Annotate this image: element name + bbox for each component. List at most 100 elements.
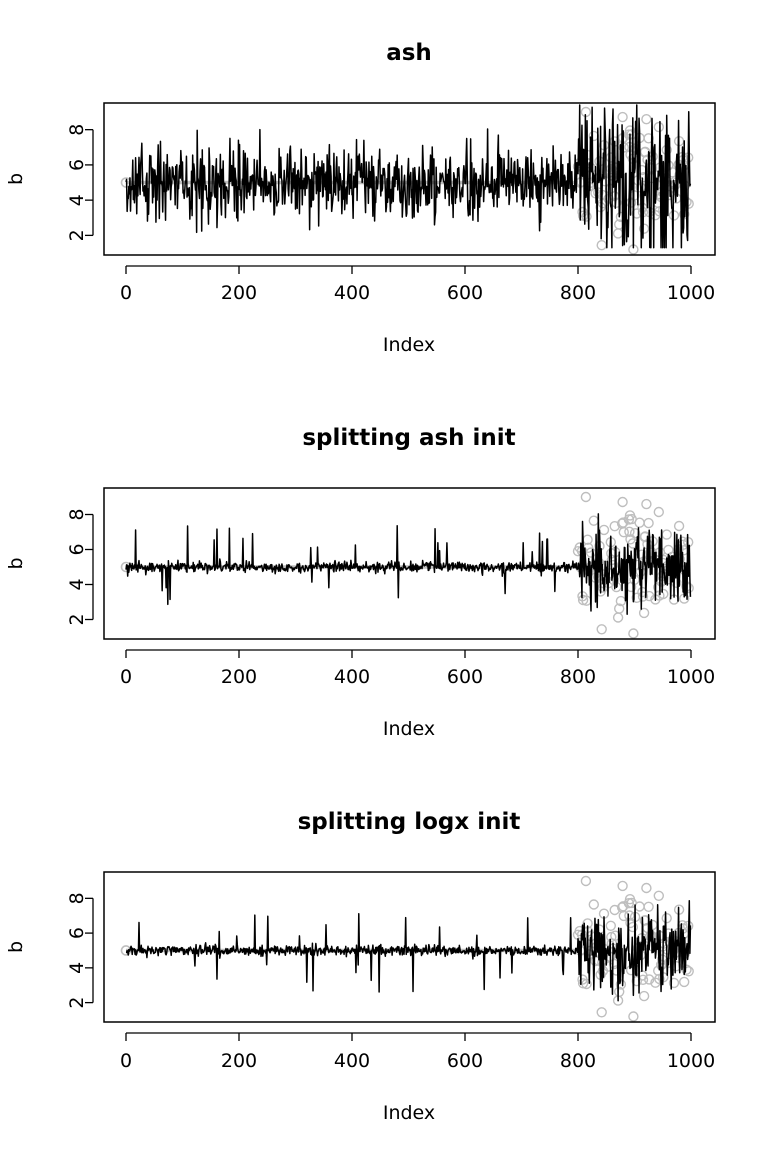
data-point [612,228,624,239]
x-tick-label: 400 [334,666,370,688]
x-axis-label: Index [383,334,435,356]
data-point [634,901,645,912]
plot-frame [103,487,716,640]
x-tick-label: 1000 [667,666,715,688]
data-point [641,882,652,894]
plot-area [120,491,694,639]
data-point [596,624,607,635]
y-axis-label: b [5,557,27,569]
data-point [644,590,655,602]
x-tick-label: 200 [221,282,257,304]
x-tick-label: 1000 [667,1050,715,1072]
data-point [631,975,642,987]
data-point [609,521,620,532]
y-tick-label: 4 [66,578,88,590]
x-tick-label: 400 [334,1050,370,1072]
plot-frame [103,871,716,1023]
data-point [628,1011,639,1022]
data-point [641,498,652,510]
data-point [596,239,607,251]
data-point [653,506,664,518]
x-tick-label: 600 [447,1050,483,1072]
x-axis-label: Index [383,718,435,740]
data-point [580,875,592,887]
x-tick-label: 800 [560,282,596,304]
chart-title: splitting logx init [298,809,521,835]
data-point [614,603,625,614]
plot-area [120,104,694,255]
data-point [679,976,690,988]
data-point [624,526,635,537]
y-axis-label: b [5,173,27,185]
data-point [643,517,654,529]
y-tick-label: 8 [66,508,88,520]
data-point [624,910,635,921]
series-line [125,900,692,1002]
chart-title: splitting ash init [302,425,515,451]
x-tick-label: 0 [120,282,132,304]
data-point [641,113,652,125]
data-point [629,528,641,539]
data-point [637,591,649,602]
data-point [638,223,650,234]
y-tick-label: 4 [66,962,88,974]
data-point [653,121,664,133]
data-point [580,491,592,503]
data-point [617,111,628,123]
data-point [588,899,599,910]
data-point [596,1007,607,1018]
y-tick-label: 2 [66,997,88,1009]
data-point [612,612,624,623]
x-tick-label: 400 [334,282,370,304]
data-point [638,990,650,1002]
y-tick-label: 4 [66,194,88,206]
x-tick-label: 800 [560,666,596,688]
x-tick-label: 800 [560,1050,596,1072]
x-tick-label: 0 [120,666,132,688]
y-tick-label: 2 [66,229,88,241]
chart-panel-2: splitting ash init 0 200 400 600 800 1000 Index… [5,425,716,740]
data-point [628,628,639,639]
data-point [643,901,654,912]
series-line [125,104,692,249]
x-tick-label: 1000 [667,282,715,304]
y-tick-label: 8 [66,124,88,136]
data-point [661,913,672,924]
data-point [614,986,625,997]
data-point [581,978,592,990]
data-point [605,920,616,931]
y-tick-label: 6 [66,543,88,555]
data-point [668,977,680,989]
data-point [673,520,685,532]
chart-panel-1: ash 0 200 400 600 800 1000 Index 2 4 6 8 b [5,40,716,356]
y-tick-label: 6 [66,927,88,939]
y-tick-label: 6 [66,159,88,171]
x-tick-label: 200 [221,666,257,688]
data-point [671,577,682,588]
data-point [634,517,645,528]
x-axis-label: Index [383,1102,435,1124]
series-line [125,513,692,615]
chart-panel-3: splitting logx init 0 200 400 600 800 1000 Inde… [5,809,716,1124]
x-tick-label: 0 [120,1050,132,1072]
data-point [617,496,628,508]
x-tick-label: 600 [447,666,483,688]
data-point [661,529,672,540]
plot-area [120,875,694,1022]
data-point [588,515,599,526]
data-point [617,880,628,892]
data-point [653,890,664,901]
plot-frame [103,102,716,256]
data-point [609,904,620,916]
chart-title: ash [386,40,432,66]
data-point [668,210,680,221]
y-tick-label: 2 [66,613,88,625]
x-tick-label: 600 [447,282,483,304]
data-point [644,974,655,985]
x-tick-label: 200 [221,1050,257,1072]
data-point [658,588,669,600]
y-axis-label: b [5,941,27,953]
data-point [581,211,592,222]
data-point [638,607,650,619]
